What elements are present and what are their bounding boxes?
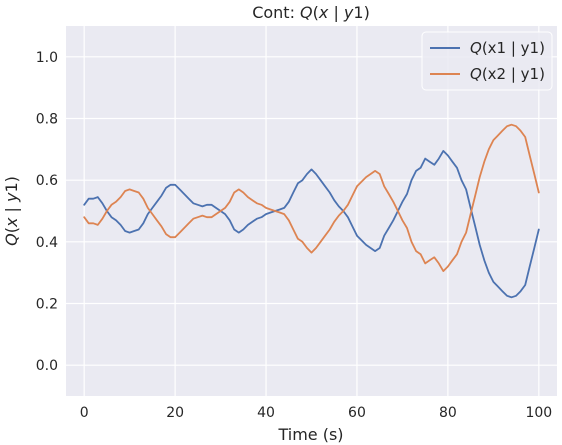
y-tick-label: 0.4 xyxy=(36,235,58,251)
y-tick-label: 0.6 xyxy=(36,173,58,189)
y-tick-label: 1.0 xyxy=(36,50,58,66)
x-axis-label: Time (s) xyxy=(277,425,343,444)
series-line-1 xyxy=(83,149,540,299)
legend-label-main: (x1 | y1) xyxy=(482,39,545,57)
tick-labels: 0 20 40 60 80 100 0.0 0.2 0.4 0.6 0.8 1.0 xyxy=(36,50,552,421)
legend: Q(x1 | y1)Q(x2 | y1) xyxy=(421,31,553,91)
legend-label-prefix: Q xyxy=(470,65,482,83)
x-tick-label: 100 xyxy=(525,405,552,421)
x-tick-label: 60 xyxy=(348,405,366,421)
series-layer xyxy=(83,123,540,299)
legend-label: Q(x2 | y1) xyxy=(470,65,545,83)
chart-title: Cont: Q(x | y1) xyxy=(252,3,370,22)
y-tick-label: 0.2 xyxy=(36,297,58,313)
x-tick-label: 80 xyxy=(439,405,457,421)
y-tick-label: 0.8 xyxy=(36,112,58,128)
legend-label: Q(x1 | y1) xyxy=(470,39,545,57)
series-line-2 xyxy=(83,123,540,273)
x-tick-label: 0 xyxy=(80,405,89,421)
x-tick-label: 20 xyxy=(166,405,184,421)
grid-lines xyxy=(66,26,557,396)
legend-label-prefix: Q xyxy=(470,39,482,57)
y-tick-label: 0.0 xyxy=(36,358,58,374)
legend-box xyxy=(421,31,553,91)
y-axis-label: Q(x | y1) xyxy=(2,176,21,246)
legend-label-main: (x2 | y1) xyxy=(482,65,545,83)
x-tick-label: 40 xyxy=(257,405,275,421)
